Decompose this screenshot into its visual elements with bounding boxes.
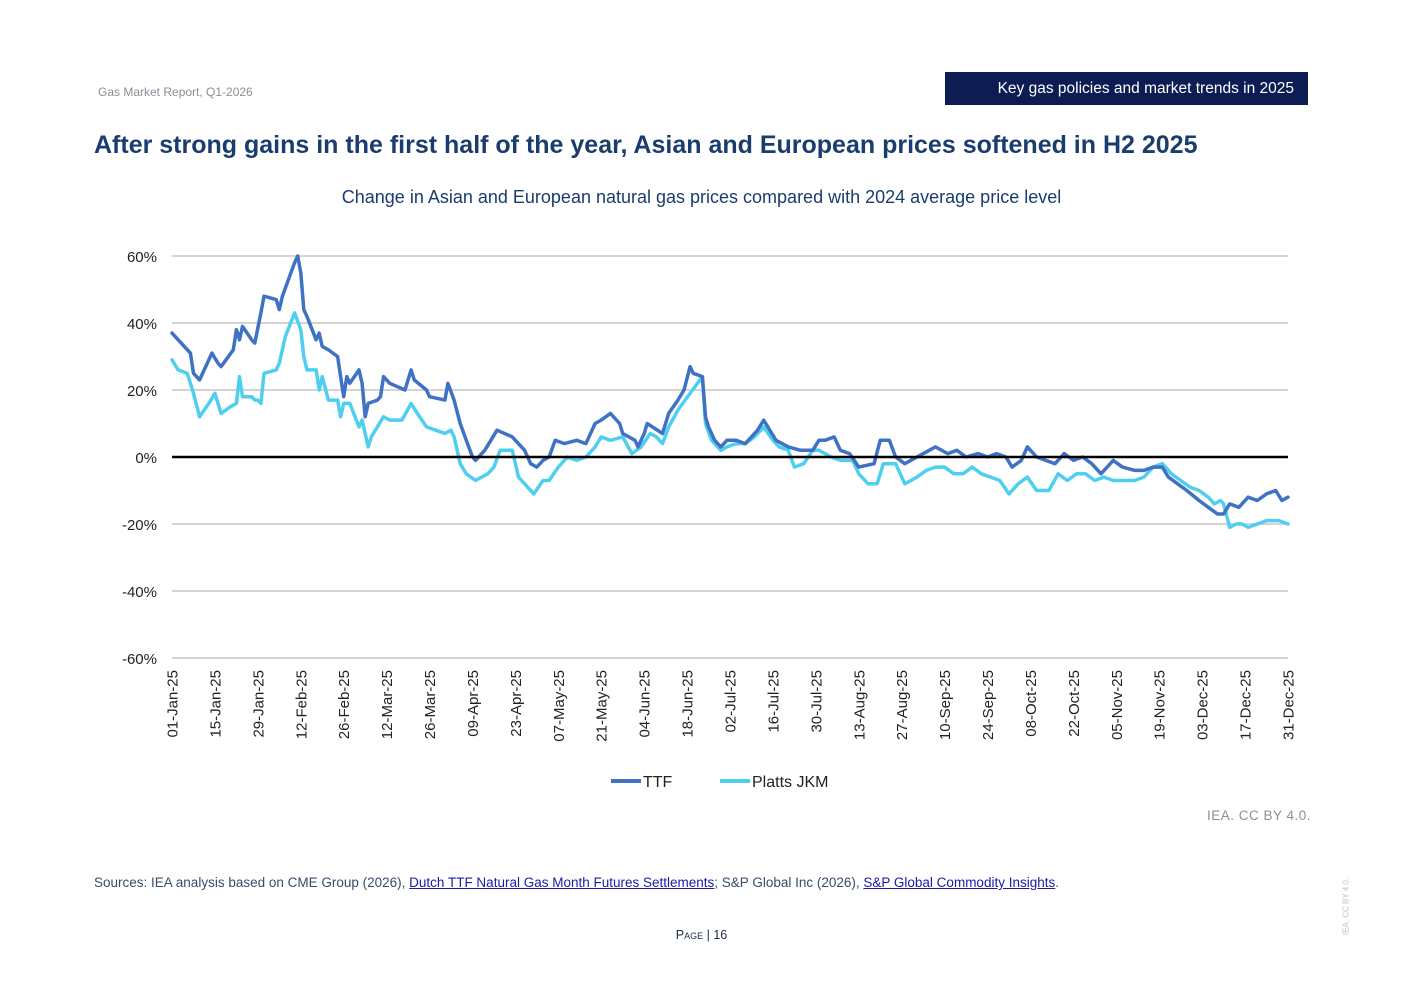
x-tick-label: 17-Dec-25	[1238, 670, 1255, 740]
page-number: Page | 16	[0, 928, 1403, 942]
main-title: After strong gains in the first half of …	[94, 131, 1198, 159]
legend-label: Platts JKM	[752, 774, 828, 791]
source-link-ttf[interactable]: Dutch TTF Natural Gas Month Futures Sett…	[409, 875, 715, 890]
x-tick-label: 22-Oct-25	[1066, 670, 1083, 737]
x-tick-label: 04-Jun-25	[637, 670, 654, 738]
x-tick-label: 24-Sep-25	[980, 670, 997, 740]
series-line-platts-jkm	[170, 311, 1290, 530]
line-chart: 60% 40% 20% 0% -20% -40% -60% 01-Jan-25 15-Jan-2…	[122, 249, 1298, 791]
x-tick-label: 09-Apr-25	[465, 670, 482, 737]
section-title-box: Key gas policies and market trends in 20…	[945, 72, 1308, 105]
y-tick-label: -60%	[122, 651, 157, 668]
x-tick-label: 03-Dec-25	[1195, 670, 1212, 740]
x-tick-label: 18-Jun-25	[680, 670, 697, 738]
x-tick-label: 07-May-25	[551, 670, 568, 742]
x-tick-label: 12-Feb-25	[293, 670, 310, 739]
x-tick-label: 21-May-25	[594, 670, 611, 742]
x-tick-label: 23-Apr-25	[508, 670, 525, 737]
x-tick-label: 13-Aug-25	[851, 670, 868, 740]
x-tick-label: 31-Dec-25	[1281, 670, 1298, 740]
y-tick-label: -40%	[122, 584, 157, 601]
x-tick-label: 05-Nov-25	[1109, 670, 1126, 740]
x-tick-label: 26-Feb-25	[336, 670, 353, 739]
x-tick-label: 15-Jan-25	[207, 670, 224, 738]
sources-note: Sources: IEA analysis based on CME Group…	[94, 875, 1059, 890]
y-tick-label: 20%	[127, 383, 157, 400]
x-tick-label: 02-Jul-25	[723, 670, 740, 733]
sources-prefix: Sources: IEA analysis based on CME Group…	[94, 875, 410, 890]
x-tick-label: 12-Mar-25	[379, 670, 396, 739]
x-tick-label: 26-Mar-25	[422, 670, 439, 739]
sources-mid: ; S&P Global Inc (2026),	[714, 875, 864, 890]
y-tick-label: 40%	[127, 316, 157, 333]
credit-label: IEA. CC BY 4.0.	[1206, 808, 1311, 823]
series-line-ttf	[170, 254, 1290, 516]
x-tick-label: 27-Aug-25	[894, 670, 911, 740]
page-label: Page	[675, 928, 704, 942]
page-value: | 16	[706, 928, 728, 942]
y-tick-label: 60%	[127, 249, 157, 266]
x-tick-label: 16-Jul-25	[765, 670, 782, 733]
x-tick-label: 19-Nov-25	[1152, 670, 1169, 740]
side-watermark: IEA. CC BY 4.0.	[1341, 877, 1351, 936]
y-tick-label: 0%	[135, 450, 157, 467]
x-tick-label: 30-Jul-25	[808, 670, 825, 733]
x-tick-label: 01-Jan-25	[165, 670, 182, 738]
x-tick-label: 29-Jan-25	[250, 670, 267, 738]
report-name: Gas Market Report, Q1-2026	[98, 85, 253, 99]
source-link-sp-global[interactable]: S&P Global Commodity Insights	[863, 875, 1056, 890]
x-tick-label: 10-Sep-25	[937, 670, 954, 740]
sources-suffix: .	[1055, 875, 1059, 890]
chart-title: Change in Asian and European natural gas…	[341, 187, 1062, 207]
legend-label: TTF	[643, 774, 673, 791]
y-tick-label: -20%	[122, 517, 157, 534]
x-tick-label: 08-Oct-25	[1023, 670, 1040, 737]
